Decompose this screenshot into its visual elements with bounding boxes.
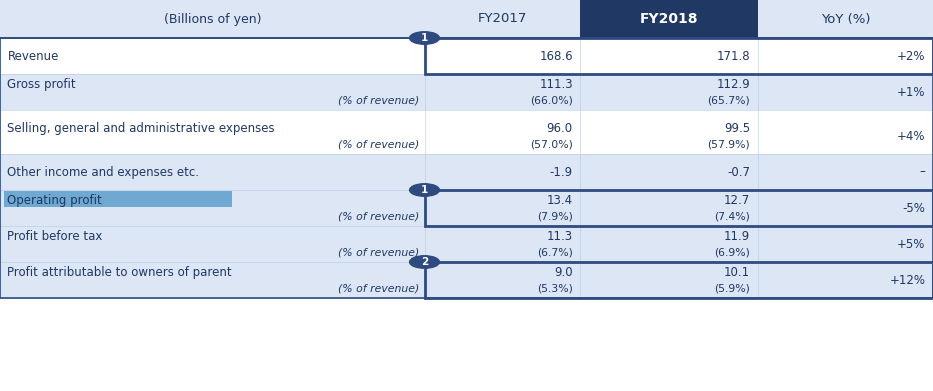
- Text: -5%: -5%: [902, 201, 926, 215]
- Bar: [4, 192, 232, 207]
- Text: Other income and expenses etc.: Other income and expenses etc.: [7, 165, 200, 179]
- Circle shape: [410, 184, 439, 196]
- Text: 11.3: 11.3: [547, 230, 573, 242]
- Text: (% of revenue): (% of revenue): [338, 212, 419, 222]
- Text: (5.9%): (5.9%): [715, 283, 750, 294]
- Text: (% of revenue): (% of revenue): [338, 140, 419, 150]
- Text: (% of revenue): (% of revenue): [338, 96, 419, 106]
- Circle shape: [410, 256, 439, 268]
- Circle shape: [410, 32, 439, 44]
- Text: 171.8: 171.8: [717, 50, 750, 63]
- Text: Operating profit: Operating profit: [7, 194, 103, 206]
- Bar: [0, 262, 933, 298]
- Text: 111.3: 111.3: [539, 77, 573, 91]
- Text: 112.9: 112.9: [717, 77, 750, 91]
- Text: 12.7: 12.7: [724, 194, 750, 206]
- Text: (6.7%): (6.7%): [537, 248, 573, 258]
- Text: (% of revenue): (% of revenue): [338, 248, 419, 258]
- Bar: [425, 38, 933, 74]
- Bar: [0, 74, 933, 110]
- Bar: [580, 0, 758, 38]
- Text: Revenue: Revenue: [7, 50, 59, 63]
- Text: 10.1: 10.1: [724, 265, 750, 278]
- Text: 2: 2: [421, 257, 428, 267]
- Text: (5.3%): (5.3%): [537, 283, 573, 294]
- Text: 1: 1: [421, 33, 428, 43]
- Bar: [425, 262, 933, 298]
- Text: 99.5: 99.5: [724, 122, 750, 135]
- Text: 96.0: 96.0: [547, 122, 573, 135]
- Bar: [0, 38, 933, 298]
- Text: Profit before tax: Profit before tax: [7, 230, 103, 242]
- Text: (7.4%): (7.4%): [715, 212, 750, 222]
- Text: Gross profit: Gross profit: [7, 77, 77, 91]
- Text: FY2017: FY2017: [478, 13, 527, 25]
- Text: (57.0%): (57.0%): [530, 140, 573, 150]
- Text: Selling, general and administrative expenses: Selling, general and administrative expe…: [7, 122, 275, 135]
- Text: –: –: [920, 165, 926, 179]
- Text: +5%: +5%: [898, 237, 926, 251]
- Text: (7.9%): (7.9%): [537, 212, 573, 222]
- Text: 168.6: 168.6: [539, 50, 573, 63]
- Text: +4%: +4%: [897, 129, 926, 142]
- Text: Profit attributable to owners of parent: Profit attributable to owners of parent: [7, 265, 232, 278]
- Bar: [0, 226, 933, 262]
- Text: 1: 1: [421, 185, 428, 195]
- Bar: [0, 118, 933, 154]
- Text: (57.9%): (57.9%): [707, 140, 750, 150]
- Text: +12%: +12%: [889, 273, 926, 287]
- Text: (% of revenue): (% of revenue): [338, 283, 419, 294]
- Text: -0.7: -0.7: [727, 165, 750, 179]
- Bar: [0, 0, 933, 38]
- Bar: [425, 190, 933, 226]
- Bar: [0, 190, 933, 226]
- Text: (Billions of yen): (Billions of yen): [163, 13, 261, 25]
- Text: +2%: +2%: [897, 50, 926, 63]
- Text: 9.0: 9.0: [554, 265, 573, 278]
- Bar: [0, 38, 933, 74]
- Text: (65.7%): (65.7%): [707, 96, 750, 106]
- Text: YoY (%): YoY (%): [820, 13, 870, 25]
- Bar: [0, 154, 933, 190]
- Text: +1%: +1%: [897, 86, 926, 99]
- Text: (66.0%): (66.0%): [530, 96, 573, 106]
- Text: (6.9%): (6.9%): [715, 248, 750, 258]
- Text: -1.9: -1.9: [550, 165, 573, 179]
- Text: 13.4: 13.4: [547, 194, 573, 206]
- Text: 11.9: 11.9: [724, 230, 750, 242]
- Text: FY2018: FY2018: [640, 12, 698, 26]
